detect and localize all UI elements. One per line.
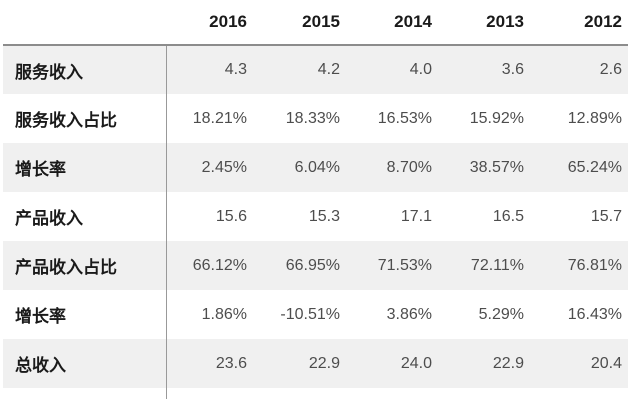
table-row: 服务收入 4.3 4.2 4.0 3.6 2.6 [3, 45, 628, 94]
value-cell: 15.6 [215, 207, 247, 225]
column-divider [166, 46, 167, 399]
table-body: 服务收入 4.3 4.2 4.0 3.6 2.6 服务收入占比 18.21% 18.33% 16.… [3, 45, 628, 388]
table-row: 总收入 23.6 22.9 24.0 22.9 20.4 [3, 339, 628, 388]
value-cell: 4.3 [224, 61, 247, 78]
value-cell: 1.86% [201, 305, 247, 323]
row-label: 服务收入占比 [15, 111, 117, 130]
table-row: 产品收入 15.6 15.3 17.1 16.5 15.7 [3, 192, 628, 241]
financial-table: 2016 2015 2014 2013 2012 服务收入 4.3 4.2 4.0 3.6 2.6… [3, 0, 628, 388]
year-column-header: 2016 [166, 0, 253, 46]
value-cell: 3.6 [501, 61, 524, 78]
value-cell: 76.81% [567, 256, 622, 274]
year-column-header: 2015 [253, 0, 346, 46]
value-cell: 4.0 [409, 61, 432, 78]
value-cell: 2.6 [599, 61, 622, 78]
value-cell: 18.33% [285, 109, 340, 127]
value-cell: 65.24% [567, 158, 622, 176]
year-column-header: 2014 [346, 0, 438, 46]
year-column-header: 2013 [438, 0, 530, 46]
value-cell: 16.53% [377, 109, 432, 127]
value-cell: 22.9 [308, 354, 340, 372]
value-cell: 15.7 [590, 207, 622, 225]
value-cell: 38.57% [469, 158, 524, 176]
table-row: 增长率 1.86% -10.51% 3.86% 5.29% 16.43% [3, 290, 628, 339]
value-cell: 72.11% [470, 256, 524, 274]
value-cell: 12.89% [567, 109, 622, 127]
row-label: 增长率 [15, 160, 66, 179]
table-row: 服务收入占比 18.21% 18.33% 16.53% 15.92% 12.89% [3, 94, 628, 143]
table-row: 产品收入占比 66.12% 66.95% 71.53% 72.11% 76.81% [3, 241, 628, 290]
value-cell: 22.9 [492, 354, 524, 372]
row-label: 产品收入 [15, 209, 83, 228]
value-cell: 3.86% [386, 305, 432, 323]
value-cell: 5.29% [478, 305, 524, 323]
header-row: 2016 2015 2014 2013 2012 [3, 0, 628, 46]
value-cell: 66.95% [285, 256, 340, 274]
year-column-header: 2012 [530, 0, 628, 46]
row-label: 总收入 [15, 356, 66, 375]
value-cell: 23.6 [215, 354, 247, 372]
corner-cell [3, 0, 166, 46]
value-cell: 8.70% [386, 158, 432, 176]
table-header: 2016 2015 2014 2013 2012 [3, 0, 628, 46]
value-cell: -10.51% [280, 305, 340, 323]
value-cell: 17.1 [400, 207, 432, 225]
value-cell: 2.45% [201, 158, 247, 176]
value-cell: 71.53% [377, 256, 432, 274]
value-cell: 15.92% [469, 109, 524, 127]
value-cell: 18.21% [192, 109, 247, 127]
row-label: 增长率 [15, 307, 66, 326]
table-row: 增长率 2.45% 6.04% 8.70% 38.57% 65.24% [3, 143, 628, 192]
value-cell: 16.5 [492, 207, 524, 225]
value-cell: 6.04% [294, 158, 340, 176]
value-cell: 20.4 [590, 354, 622, 372]
value-cell: 4.2 [317, 61, 340, 78]
value-cell: 15.3 [308, 207, 340, 225]
row-label: 产品收入占比 [15, 258, 117, 277]
value-cell: 16.43% [567, 305, 622, 323]
row-label: 服务收入 [15, 62, 83, 82]
value-cell: 24.0 [400, 354, 432, 372]
value-cell: 66.12% [192, 256, 247, 274]
